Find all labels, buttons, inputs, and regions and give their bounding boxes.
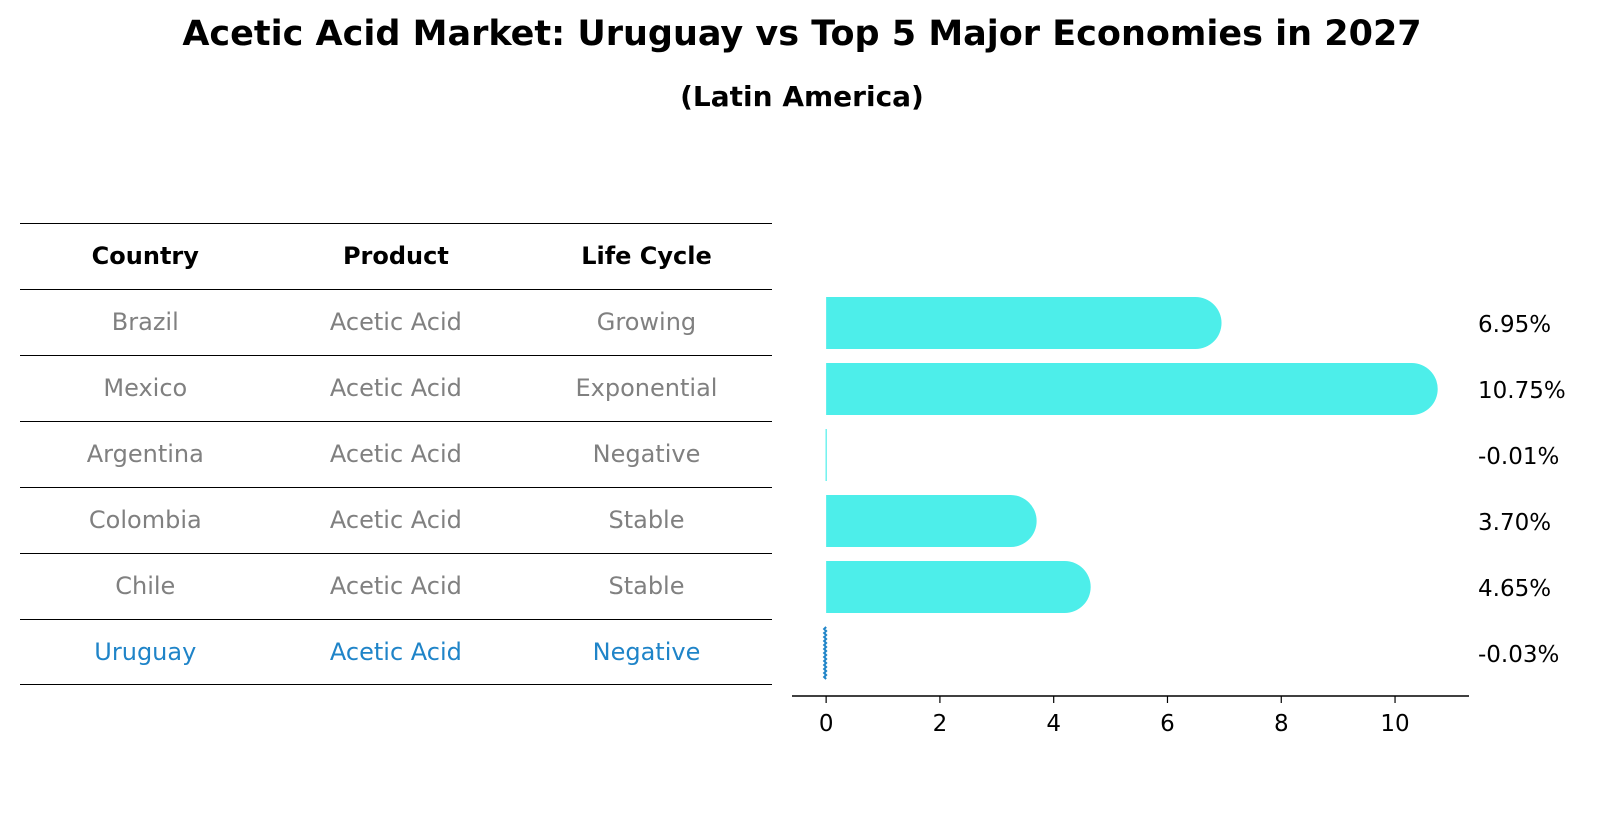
data-label: 10.75%: [1478, 378, 1566, 404]
data-label: -0.03%: [1478, 642, 1559, 668]
data-label: -0.01%: [1478, 444, 1559, 470]
cell-life-cycle: Exponential: [575, 374, 718, 402]
x-tick-label: 8: [1274, 711, 1289, 737]
table-row: Argentina Acetic Acid Negative: [20, 421, 772, 487]
market-table: Country Product Life Cycle Brazil Acetic…: [20, 223, 772, 685]
bar-brazil: [826, 297, 1222, 349]
data-label: 4.65%: [1478, 576, 1551, 602]
header-country: Country: [91, 242, 199, 270]
header-life-cycle: Life Cycle: [581, 242, 712, 270]
table-row: Mexico Acetic Acid Exponential: [20, 355, 772, 421]
cell-product: Acetic Acid: [329, 440, 462, 468]
table-row: Chile Acetic Acid Stable: [20, 553, 772, 619]
cell-life-cycle: Stable: [608, 506, 685, 534]
table-row: Colombia Acetic Acid Stable: [20, 487, 772, 553]
cell-life-cycle: Stable: [608, 572, 685, 600]
table-row: Brazil Acetic Acid Growing: [20, 289, 772, 355]
cell-product: Acetic Acid: [329, 572, 462, 600]
header-product: Product: [342, 242, 449, 270]
cell-product: Acetic Acid: [329, 374, 462, 402]
cell-life-cycle: Negative: [592, 440, 701, 468]
bar-argentina: [825, 429, 827, 481]
bar-uruguay: [822, 626, 828, 680]
data-label: 3.70%: [1478, 510, 1551, 536]
chart-title: Acetic Acid Market: Uruguay vs Top 5 Maj…: [182, 14, 1422, 54]
cell-country: Chile: [115, 572, 176, 600]
cell-life-cycle: Growing: [596, 308, 697, 336]
cell-country: Brazil: [111, 308, 179, 336]
table-header-row: Country Product Life Cycle: [20, 223, 772, 289]
cell-product: Acetic Acid: [329, 638, 462, 666]
cell-country: Colombia: [88, 506, 202, 534]
bar-colombia: [826, 495, 1037, 547]
cell-product: Acetic Acid: [329, 506, 462, 534]
cell-life-cycle: Negative: [592, 638, 701, 666]
bar-mexico: [826, 363, 1438, 415]
x-tick-label: 2: [933, 711, 948, 737]
cell-country: Uruguay: [94, 638, 197, 666]
x-tick-label: 0: [819, 711, 834, 737]
bar-chile: [826, 561, 1091, 613]
table-row-highlight: Uruguay Acetic Acid Negative: [20, 619, 772, 685]
data-label: 6.95%: [1478, 312, 1551, 338]
x-tick-label: 10: [1380, 711, 1409, 737]
x-tick-label: 4: [1046, 711, 1061, 737]
x-tick-label: 6: [1160, 711, 1175, 737]
cell-country: Mexico: [103, 374, 188, 402]
cell-country: Argentina: [86, 440, 204, 468]
chart-subtitle: (Latin America): [680, 80, 924, 113]
cell-product: Acetic Acid: [329, 308, 462, 336]
